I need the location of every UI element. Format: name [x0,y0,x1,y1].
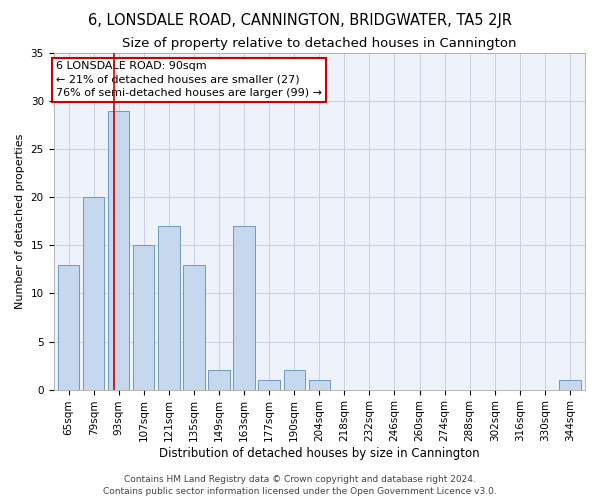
Bar [58,264,79,390]
Text: Contains HM Land Registry data © Crown copyright and database right 2024.
Contai: Contains HM Land Registry data © Crown c… [103,474,497,496]
Text: 6 LONSDALE ROAD: 90sqm
← 21% of detached houses are smaller (27)
76% of semi-det: 6 LONSDALE ROAD: 90sqm ← 21% of detached… [56,62,322,98]
Bar [158,226,179,390]
Text: 6, LONSDALE ROAD, CANNINGTON, BRIDGWATER, TA5 2JR: 6, LONSDALE ROAD, CANNINGTON, BRIDGWATER… [88,12,512,28]
Bar [559,380,581,390]
Bar [308,380,330,390]
Bar [133,246,154,390]
Bar [233,226,255,390]
Bar [183,264,205,390]
Bar [259,380,280,390]
Title: Size of property relative to detached houses in Cannington: Size of property relative to detached ho… [122,38,517,51]
Bar [108,110,130,390]
X-axis label: Distribution of detached houses by size in Cannington: Distribution of detached houses by size … [159,447,479,460]
Bar [83,198,104,390]
Bar [208,370,230,390]
Bar [284,370,305,390]
Y-axis label: Number of detached properties: Number of detached properties [15,134,25,309]
